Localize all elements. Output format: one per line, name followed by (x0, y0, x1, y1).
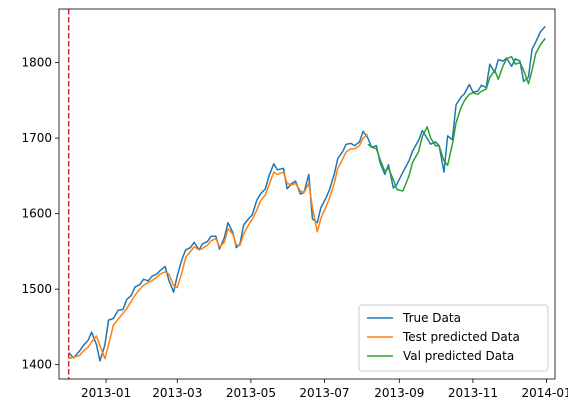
x-tick-label: 2014-01 (521, 386, 568, 400)
y-tick-label: 1500 (21, 282, 52, 296)
y-tick-label: 1600 (21, 207, 52, 221)
y-tick-label: 1700 (21, 131, 52, 145)
x-tick-label: 2013-05 (226, 386, 276, 400)
legend-label-test-predicted: Test predicted Data (402, 330, 520, 344)
x-tick-label: 2013-09 (374, 386, 424, 400)
series-layer (68, 25, 546, 362)
x-tick-label: 2013-11 (448, 386, 498, 400)
x-tick-label: 2013-01 (81, 386, 131, 400)
y-tick-label: 1800 (21, 56, 52, 70)
series-line-val-predicted-data (367, 37, 546, 192)
legend-label-true-data: True Data (402, 311, 461, 325)
series-line-test-predicted-data (68, 133, 369, 360)
series-line-true-data (68, 25, 546, 362)
legend-box (358, 304, 549, 372)
legend-label-val-predicted: Val predicted Data (403, 349, 514, 363)
legend: True Data Test predicted Data Val predic… (358, 304, 549, 372)
x-tick-label: 2013-03 (152, 386, 202, 400)
y-tick-label: 1400 (21, 358, 52, 372)
x-tick-label: 2013-07 (299, 386, 349, 400)
x-axis: 2013-01 2013-03 2013-05 2013-07 2013-09 2013-… (81, 379, 568, 400)
y-axis: 1400 1500 1600 1700 1800 (21, 56, 59, 372)
plot-frame (58, 8, 556, 380)
